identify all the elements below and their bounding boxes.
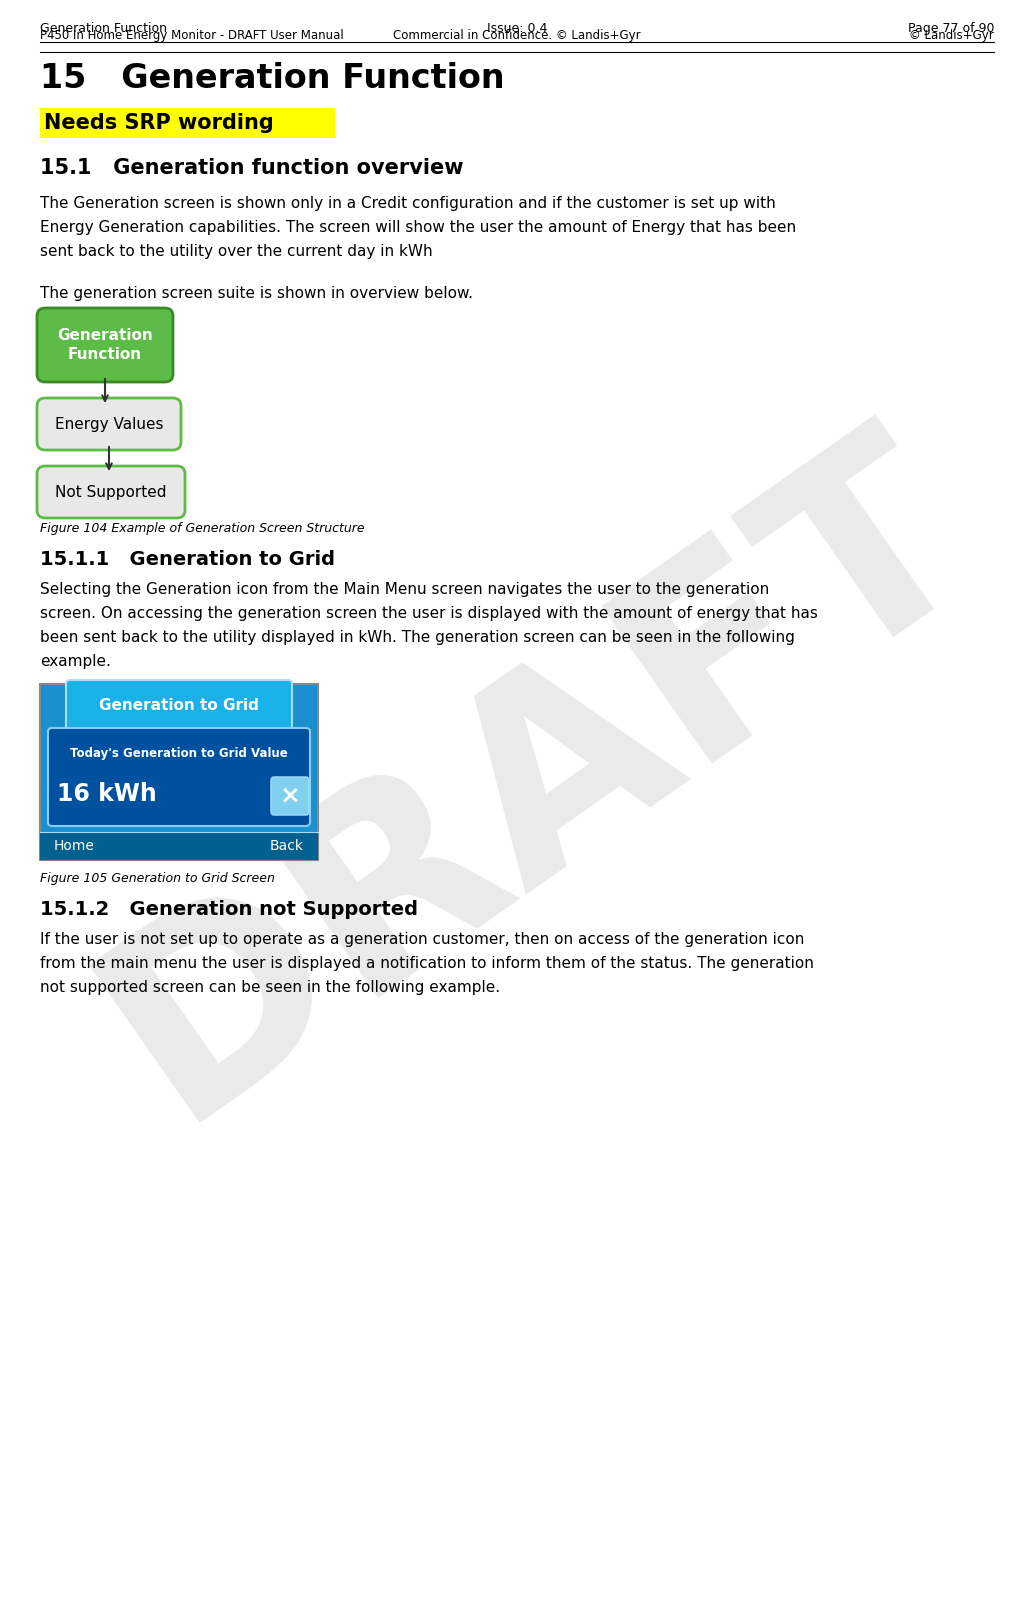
Text: If the user is not set up to operate as a generation customer, then on access of: If the user is not set up to operate as …	[40, 933, 804, 947]
Text: ×: ×	[279, 783, 301, 808]
Text: 15   Generation Function: 15 Generation Function	[40, 62, 505, 96]
FancyBboxPatch shape	[48, 728, 310, 826]
Text: from the main menu the user is displayed a notification to inform them of the st: from the main menu the user is displayed…	[40, 955, 814, 972]
Text: Figure 104 Example of Generation Screen Structure: Figure 104 Example of Generation Screen …	[40, 522, 365, 535]
Text: Page 77 of 90: Page 77 of 90	[908, 23, 994, 36]
Text: sent back to the utility over the current day in kWh: sent back to the utility over the curren…	[40, 243, 432, 260]
Text: Not Supported: Not Supported	[55, 485, 166, 500]
Text: Home: Home	[54, 839, 95, 853]
Text: Back: Back	[270, 839, 304, 853]
FancyBboxPatch shape	[40, 684, 318, 860]
Text: Generation Function: Generation Function	[40, 23, 168, 36]
Text: example.: example.	[40, 654, 111, 668]
Text: 16 kWh: 16 kWh	[57, 782, 157, 806]
Text: not supported screen can be seen in the following example.: not supported screen can be seen in the …	[40, 980, 500, 994]
Text: Needs SRP wording: Needs SRP wording	[44, 114, 274, 133]
Text: been sent back to the utility displayed in kWh. The generation screen can be see: been sent back to the utility displayed …	[40, 629, 795, 646]
FancyBboxPatch shape	[66, 680, 292, 732]
Text: screen. On accessing the generation screen the user is displayed with the amount: screen. On accessing the generation scre…	[40, 607, 818, 621]
Text: The Generation screen is shown only in a Credit configuration and if the custome: The Generation screen is shown only in a…	[40, 196, 776, 211]
Text: Issue: 0.4: Issue: 0.4	[487, 23, 547, 36]
FancyBboxPatch shape	[37, 466, 185, 517]
Text: Generation
Function: Generation Function	[57, 328, 153, 362]
Text: Generation to Grid: Generation to Grid	[99, 699, 258, 714]
Text: P450 In Home Energy Monitor - DRAFT User Manual: P450 In Home Energy Monitor - DRAFT User…	[40, 29, 343, 42]
Text: Energy Values: Energy Values	[55, 417, 163, 431]
Text: Figure 105 Generation to Grid Screen: Figure 105 Generation to Grid Screen	[40, 873, 275, 886]
Text: 15.1.1   Generation to Grid: 15.1.1 Generation to Grid	[40, 550, 335, 569]
Text: Today's Generation to Grid Value: Today's Generation to Grid Value	[70, 748, 287, 761]
Text: The generation screen suite is shown in overview below.: The generation screen suite is shown in …	[40, 285, 473, 302]
FancyBboxPatch shape	[37, 308, 173, 383]
Text: 15.1   Generation function overview: 15.1 Generation function overview	[40, 157, 463, 178]
FancyBboxPatch shape	[37, 397, 181, 449]
FancyBboxPatch shape	[271, 777, 309, 814]
Text: 15.1.2   Generation not Supported: 15.1.2 Generation not Supported	[40, 900, 418, 920]
Text: DRAFT: DRAFT	[60, 393, 1015, 1168]
Text: Energy Generation capabilities. The screen will show the user the amount of Ener: Energy Generation capabilities. The scre…	[40, 221, 796, 235]
Text: © Landis+Gyr: © Landis+Gyr	[909, 29, 994, 42]
Text: Selecting the Generation icon from the Main Menu screen navigates the user to th: Selecting the Generation icon from the M…	[40, 582, 769, 597]
Text: Commercial in Confidence. © Landis+Gyr: Commercial in Confidence. © Landis+Gyr	[393, 29, 641, 42]
FancyBboxPatch shape	[40, 109, 335, 138]
Bar	[40, 832, 318, 860]
